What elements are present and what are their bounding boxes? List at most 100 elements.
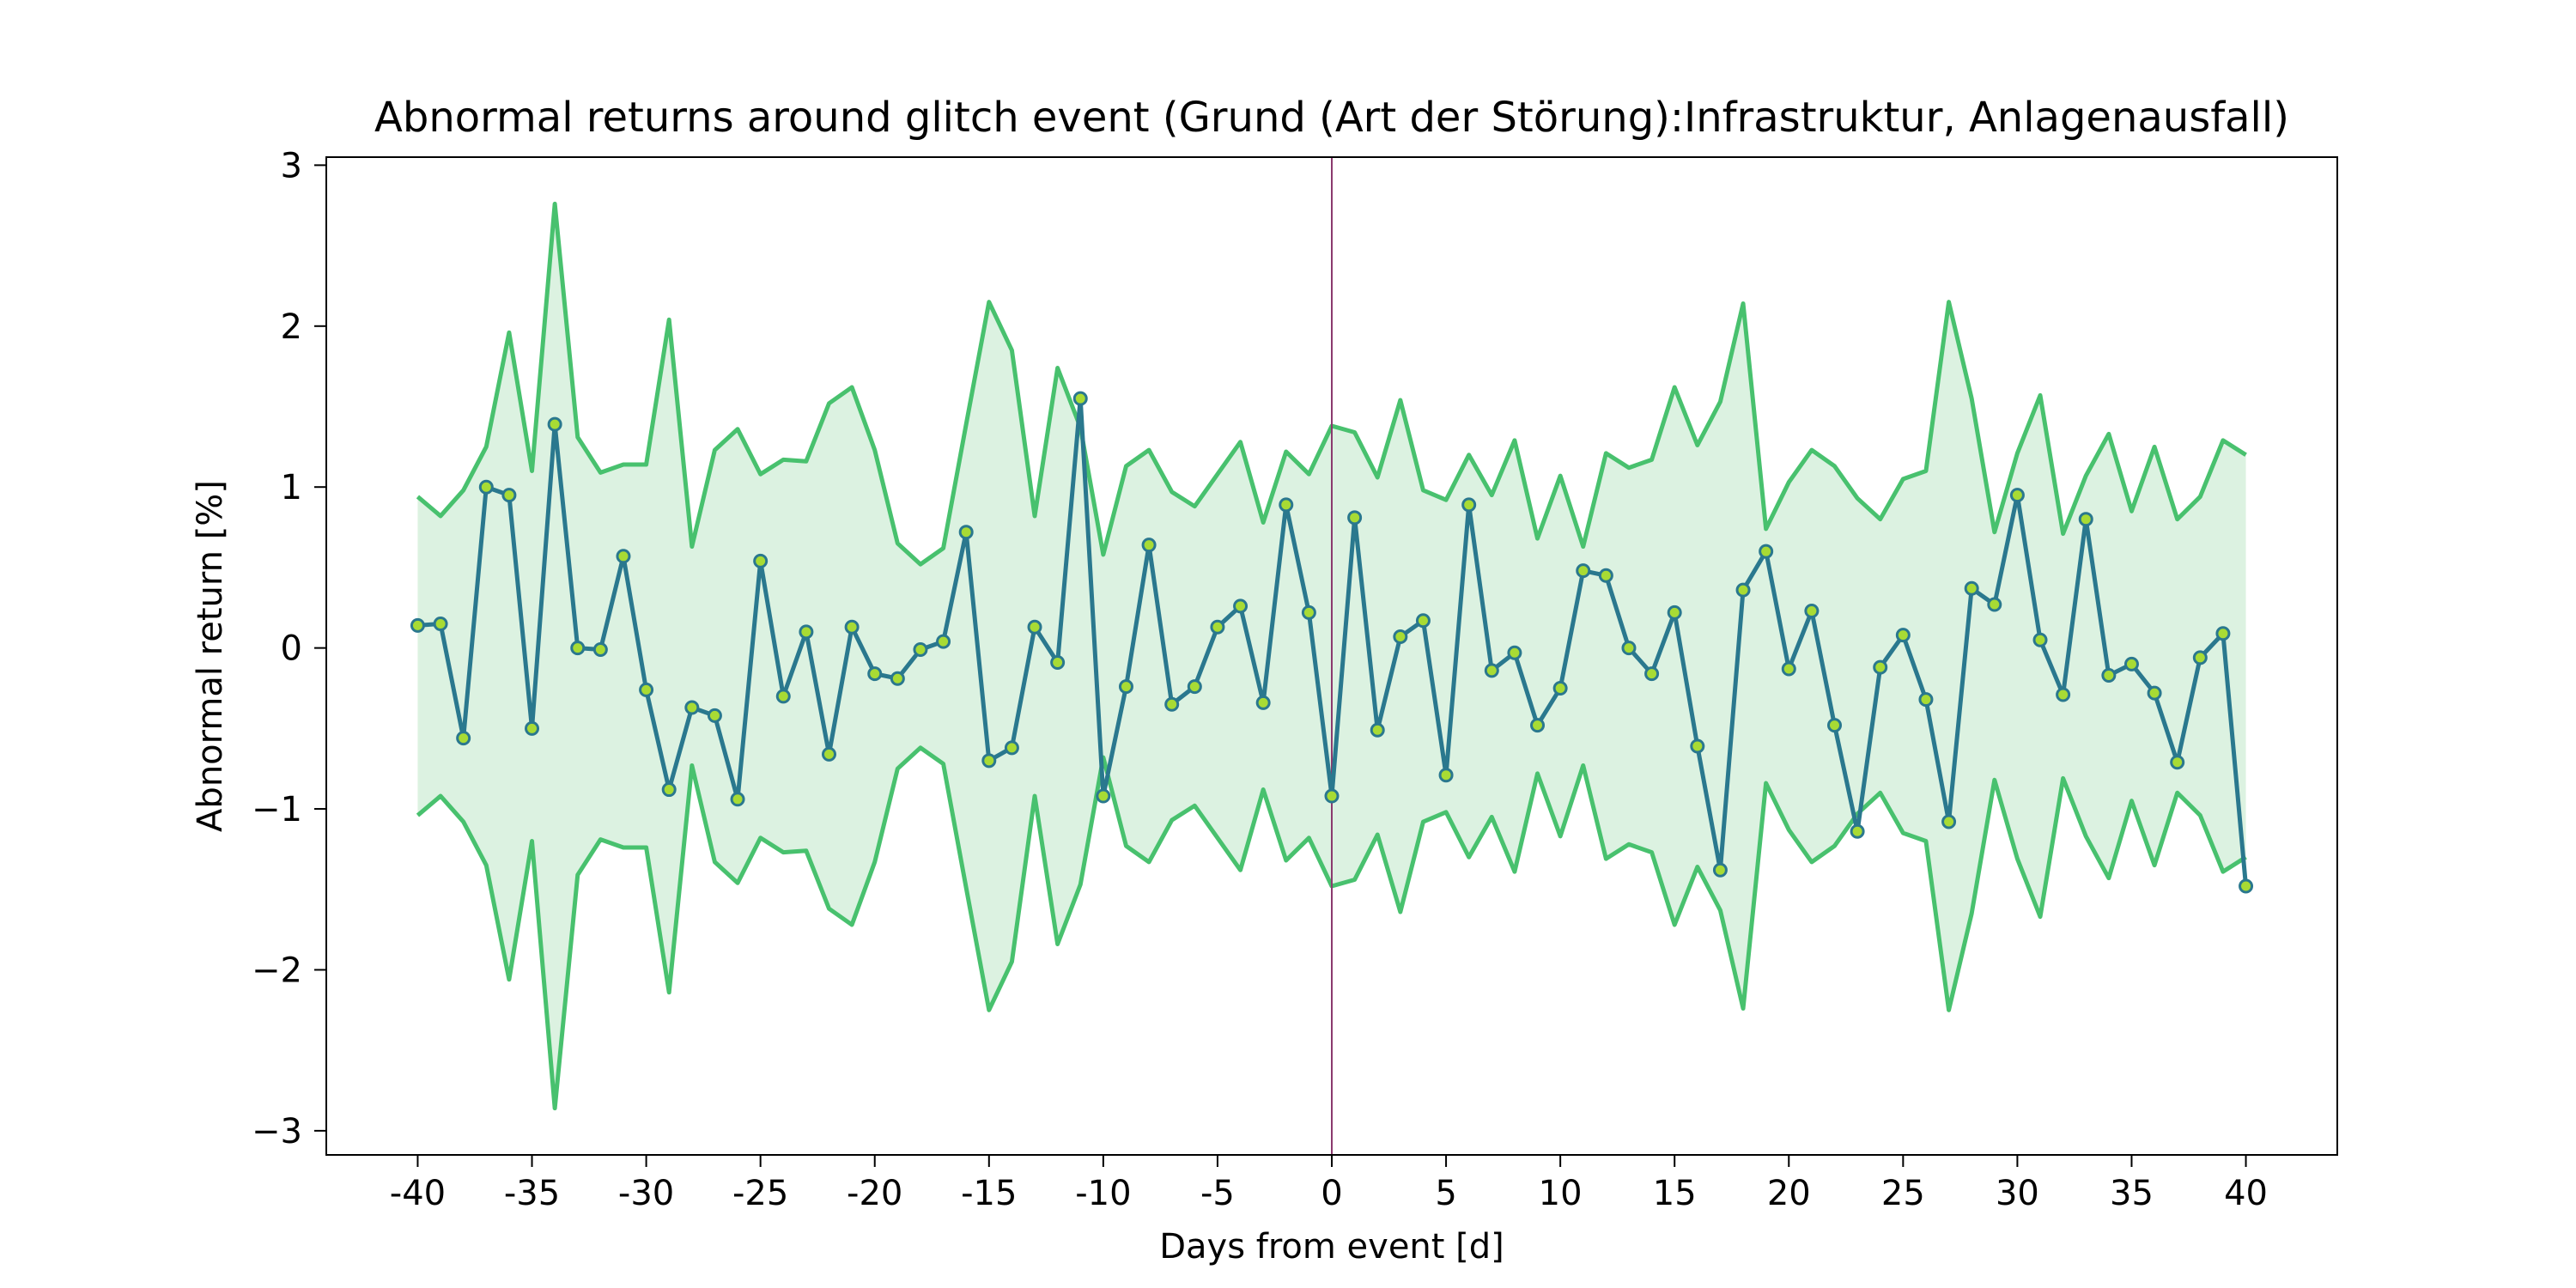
data-point [616, 549, 631, 564]
x-axis-label: Days from event [d] [1159, 1227, 1504, 1267]
data-point [1735, 582, 1751, 598]
x-tick-label: 0 [1321, 1174, 1342, 1213]
data-point [1347, 510, 1363, 526]
data-point [2147, 685, 2162, 701]
data-point [661, 782, 677, 798]
data-point [1210, 619, 1225, 635]
data-point [1850, 823, 1865, 839]
data-point [684, 700, 700, 715]
y-tick-label: −3 [252, 1112, 302, 1151]
data-point [1781, 661, 1796, 677]
data-point [936, 634, 951, 649]
y-tick-label: −2 [252, 951, 302, 990]
data-point [1415, 613, 1431, 629]
data-point [1507, 645, 1522, 660]
data-point [2239, 878, 2254, 894]
data-point [1873, 659, 1888, 675]
data-point [1164, 696, 1180, 712]
data-point [1712, 862, 1728, 878]
data-point [2215, 626, 2231, 641]
data-point [981, 753, 997, 769]
data-point [822, 746, 836, 762]
x-axis: -40 -35 -30 -25 -20 -15 -10 -5 0 5 10 15 20 25 30 35 40 [390, 1155, 2268, 1213]
x-tick-label: -10 [1075, 1174, 1131, 1213]
data-point [1324, 788, 1340, 804]
y-axis: −3 −2 −1 0 1 2 3 [252, 146, 326, 1151]
y-tick-label: 1 [281, 468, 302, 507]
data-point [707, 708, 722, 723]
data-point [1004, 740, 1019, 756]
data-point [2101, 667, 2117, 683]
data-point [1644, 666, 1660, 682]
data-point [1918, 692, 1934, 708]
data-point [799, 624, 814, 640]
data-point [730, 792, 745, 807]
x-tick-label: -5 [1200, 1174, 1235, 1213]
data-point [867, 666, 883, 682]
data-point [2123, 656, 2139, 671]
data-point [1301, 605, 1316, 620]
data-point [1667, 605, 1682, 620]
data-point [1804, 604, 1820, 619]
x-tick-label: -15 [961, 1174, 1017, 1213]
data-point [570, 641, 586, 656]
abnormal-return-markers [410, 391, 2254, 894]
data-point [1484, 663, 1499, 678]
x-tick-label: -20 [847, 1174, 902, 1213]
data-point [525, 720, 540, 736]
data-point [958, 525, 974, 540]
data-point [1964, 580, 1979, 596]
data-point [913, 642, 928, 657]
data-point [1895, 628, 1911, 643]
x-tick-label: 35 [2110, 1174, 2154, 1213]
data-point [1530, 718, 1546, 733]
data-point [1941, 814, 1957, 829]
data-point [592, 642, 608, 657]
data-point [2192, 650, 2208, 665]
data-point [1255, 695, 1271, 710]
data-point [1233, 598, 1249, 614]
data-point [1690, 738, 1705, 754]
data-point [1027, 619, 1042, 635]
data-point [2170, 755, 2185, 770]
data-point [2009, 488, 2025, 503]
x-tick-label: 40 [2224, 1174, 2268, 1213]
data-point [547, 416, 562, 432]
data-point [433, 617, 448, 632]
y-tick-label: 3 [281, 146, 302, 185]
data-point [2056, 687, 2071, 702]
data-point [1279, 497, 1294, 513]
data-point [890, 671, 905, 686]
data-point [1118, 679, 1133, 695]
data-point [1827, 718, 1842, 733]
data-point [1370, 722, 1385, 738]
data-point [1552, 680, 1568, 696]
data-point [1141, 538, 1157, 553]
data-point [1187, 679, 1202, 695]
y-tick-label: −1 [252, 790, 302, 829]
y-tick-label: 2 [281, 307, 302, 347]
data-point [844, 619, 860, 635]
x-tick-label: -30 [618, 1174, 674, 1213]
data-point [1072, 391, 1088, 406]
x-tick-label: 10 [1539, 1174, 1583, 1213]
data-point [478, 479, 494, 495]
data-point [1096, 788, 1111, 804]
data-point [1461, 497, 1477, 513]
data-point [1598, 568, 1613, 583]
data-point [1438, 768, 1454, 783]
x-tick-label: 5 [1435, 1174, 1456, 1213]
y-tick-label: 0 [281, 629, 302, 669]
data-point [2032, 632, 2048, 647]
data-point [410, 617, 425, 633]
data-point [753, 553, 769, 568]
x-tick-label: 30 [1996, 1174, 2039, 1213]
data-point [1987, 597, 2002, 612]
data-point [1576, 563, 1591, 579]
data-point [1759, 544, 1774, 559]
x-tick-label: -35 [504, 1174, 560, 1213]
x-tick-label: -40 [390, 1174, 446, 1213]
data-point [2078, 512, 2093, 527]
